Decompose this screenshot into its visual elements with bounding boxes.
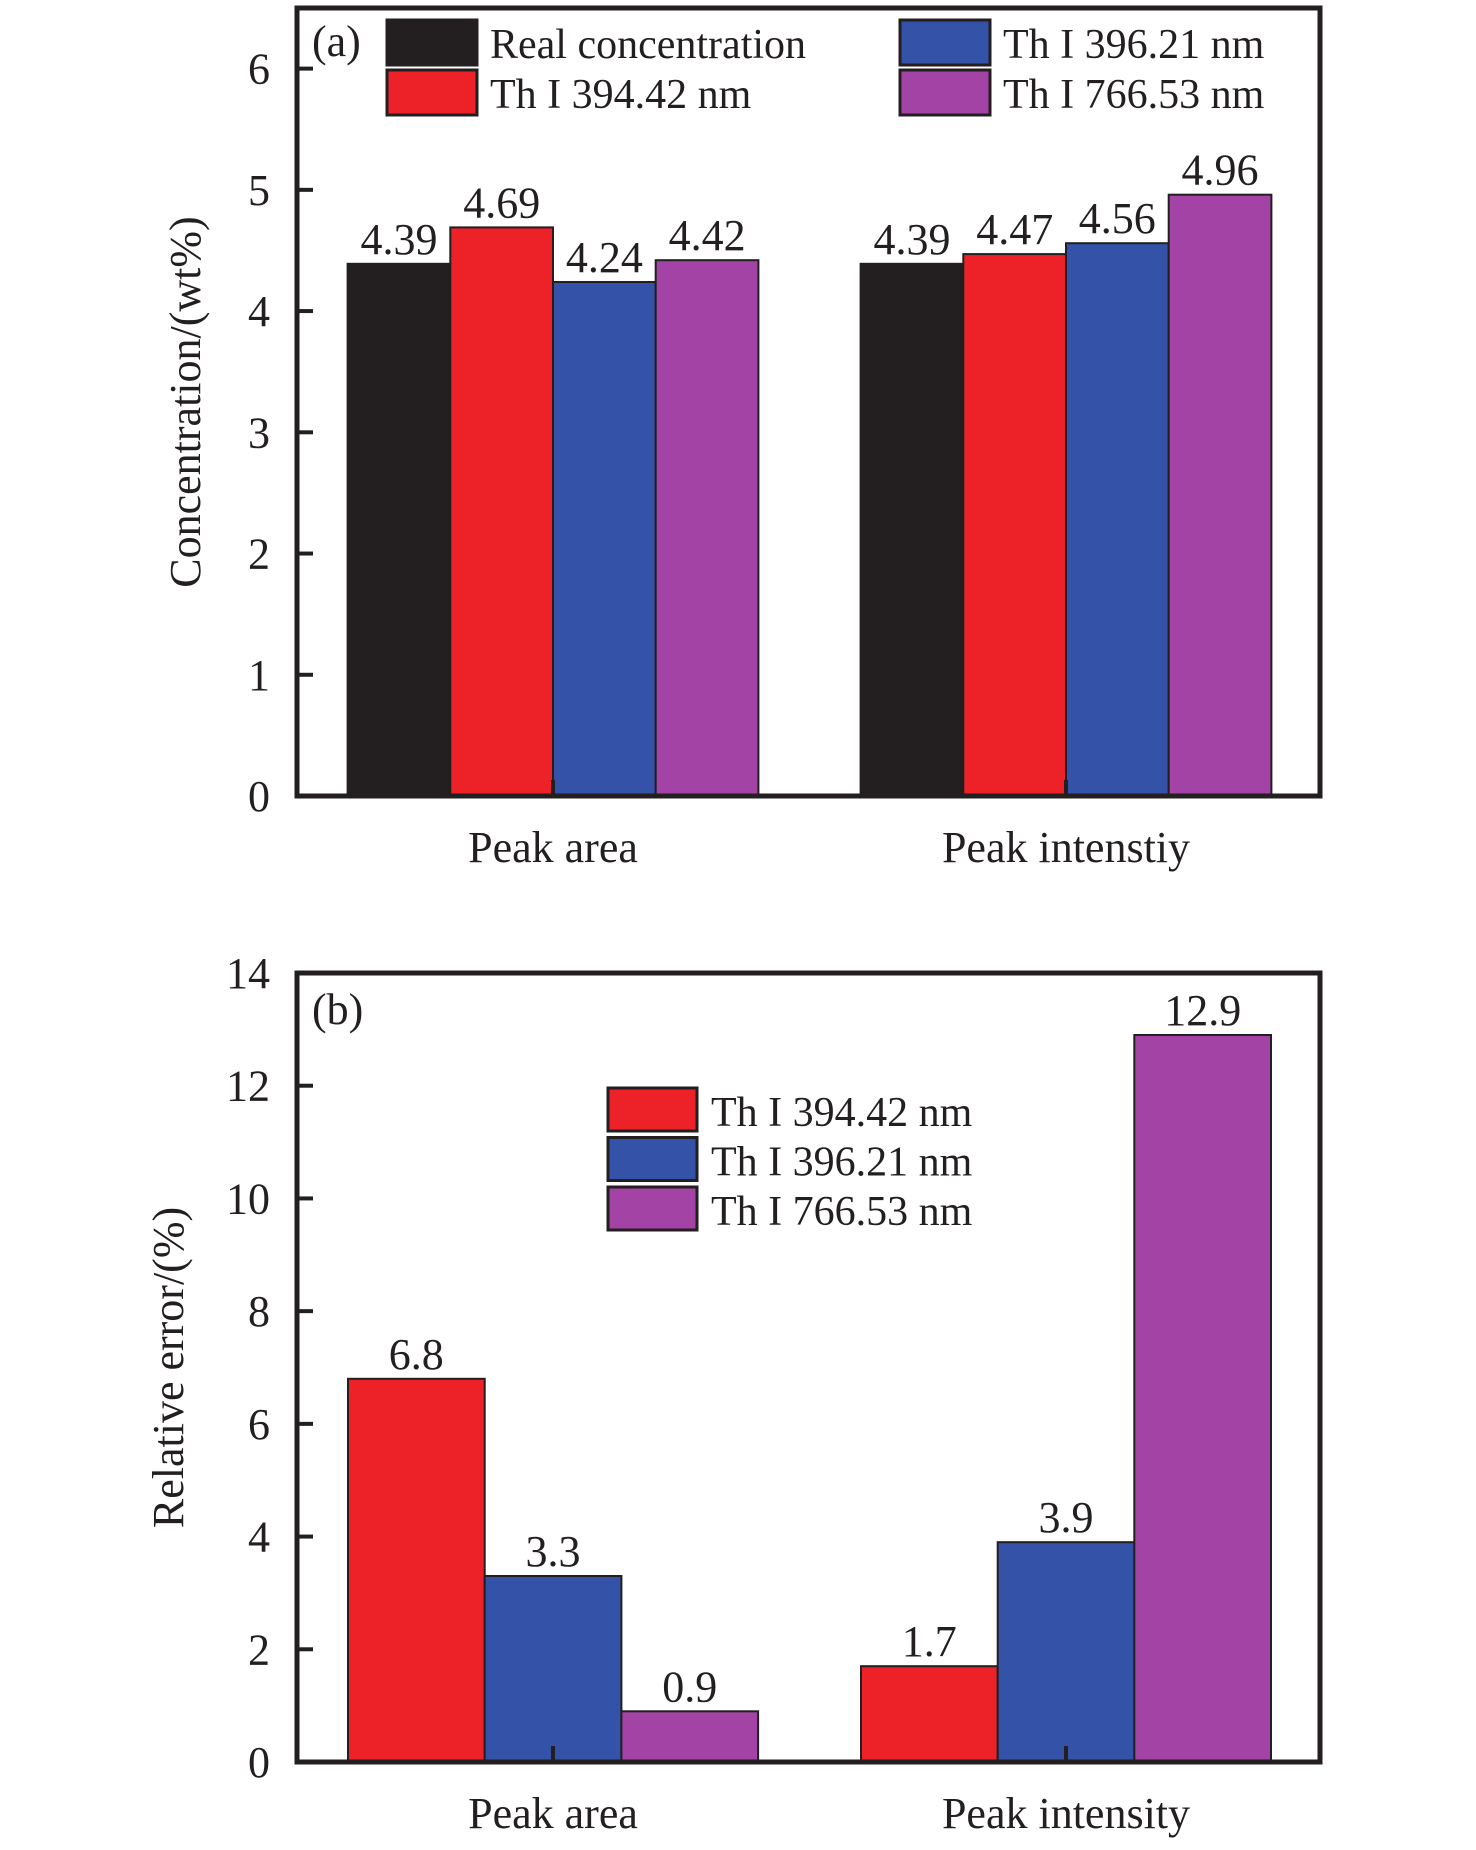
plot-frame: [294, 970, 1323, 1765]
bars: 4.39 4.69 4.24 4.42 4.39 4.47 4.56 4.96: [346, 146, 1273, 798]
data-label: 6.8: [389, 1330, 444, 1379]
data-label: 3.3: [526, 1527, 581, 1576]
y-tick-label: 5: [248, 166, 270, 215]
legend-label: Th I 394.42 nm: [490, 72, 752, 118]
x-category-label: Peak area: [468, 823, 638, 872]
legend-item: Th I 766.53 nm: [606, 1185, 973, 1235]
bar-peak-intensity-th-i-396-21-nm: [996, 1541, 1136, 1763]
bar-peak-intenstiy-th-i-394-42-nm: [962, 253, 1067, 798]
legend-label: Th I 766.53 nm: [711, 1189, 973, 1235]
legend-item: Th I 396.21 nm: [898, 18, 1265, 68]
legend-swatch: [606, 1136, 699, 1182]
x-axis: Peak area Peak intensity: [468, 1746, 1190, 1838]
y-tick-label: 1: [248, 651, 270, 700]
y-tick-label: 10: [226, 1174, 270, 1223]
bar-peak-intensity-th-i-394-42-nm: [860, 1665, 999, 1763]
legend-label: Th I 396.21 nm: [711, 1140, 973, 1186]
legend-label: Th I 396.21 nm: [1003, 22, 1265, 68]
data-label: 4.69: [463, 178, 540, 227]
bar-peak-area-th-i-394-42-nm: [449, 226, 554, 797]
legend-swatch: [385, 18, 479, 67]
data-label: 12.9: [1164, 986, 1241, 1035]
data-label: 4.96: [1182, 146, 1259, 195]
legend-item: Th I 394.42 nm: [606, 1086, 973, 1136]
panel-tag: (a): [312, 17, 361, 66]
bar-peak-area-th-i-766-53-nm: [620, 1710, 760, 1764]
legend-label: Real concentration: [490, 22, 806, 68]
bar-peak-area-th-i-396-21-nm: [483, 1575, 623, 1763]
y-tick-label: 2: [248, 530, 270, 579]
legend-swatch: [898, 68, 992, 117]
y-tick-label: 0: [248, 1738, 270, 1787]
data-label: 3.9: [1039, 1493, 1094, 1542]
y-tick-label: 3: [248, 408, 270, 457]
bar-peak-intenstiy-th-i-766-53-nm: [1167, 193, 1273, 797]
bar-peak-intensity-th-i-766-53-nm: [1133, 1034, 1273, 1763]
legend-item: Th I 766.53 nm: [898, 68, 1265, 118]
y-axis-title: Relative error/(%): [144, 1207, 193, 1528]
y-tick-label: 6: [248, 1400, 270, 1449]
y-tick-label: 0: [248, 772, 270, 821]
y-tick-label: 14: [226, 949, 270, 998]
bar-peak-area-th-i-394-42-nm: [347, 1377, 486, 1764]
x-category-label: Peak area: [468, 1789, 638, 1838]
legend-swatch: [898, 18, 992, 67]
panel-tag: (b): [312, 985, 363, 1034]
data-label: 1.7: [902, 1617, 957, 1666]
data-label: 4.42: [669, 211, 746, 260]
legend-label: Th I 394.42 nm: [711, 1090, 973, 1136]
bar-peak-area-th-i-396-21-nm: [552, 281, 657, 797]
bar-peak-intenstiy-real-concentration: [859, 262, 965, 797]
y-tick-label: 2: [248, 1625, 270, 1674]
legend-label: Th I 766.53 nm: [1003, 72, 1265, 118]
panel-a-concentration-chart: 4.39 4.69 4.24 4.42 4.39 4.47 4.56 4.96 0 1 2 3 4 5 6 P…: [161, 5, 1323, 872]
data-label: 4.47: [976, 205, 1053, 254]
data-label: 4.56: [1079, 194, 1156, 243]
bar-peak-area-real-concentration: [346, 262, 452, 797]
bars: 6.8 3.3 0.9 1.7 3.9 12.9: [347, 986, 1273, 1764]
y-axis-title: Concentration/(wt%): [161, 216, 210, 587]
bar-peak-intenstiy-th-i-396-21-nm: [1065, 242, 1170, 797]
x-category-label: Peak intenstiy: [942, 823, 1190, 872]
legend-item: Th I 394.42 nm: [385, 68, 752, 118]
legend-swatch: [606, 1086, 699, 1133]
plot-frame: [294, 5, 1323, 799]
data-label: 0.9: [662, 1662, 717, 1711]
y-axis: 0 2 4 6 8 10 12 14: [226, 949, 313, 1787]
legend-item: Real concentration: [385, 18, 806, 68]
data-label: 4.39: [361, 215, 438, 264]
y-tick-label: 4: [248, 1513, 270, 1562]
legend-item: Th I 396.21 nm: [606, 1136, 973, 1186]
y-tick-label: 8: [248, 1287, 270, 1336]
y-tick-label: 6: [248, 45, 270, 94]
y-axis: 0 1 2 3 4 5 6: [248, 45, 313, 821]
y-tick-label: 4: [248, 287, 270, 336]
x-axis: Peak area Peak intenstiy: [468, 780, 1190, 872]
bar-peak-area-th-i-766-53-nm: [654, 259, 760, 797]
legend-swatch: [385, 68, 479, 117]
x-category-label: Peak intensity: [942, 1789, 1190, 1838]
data-label: 4.39: [874, 215, 951, 264]
legend-swatch: [606, 1185, 699, 1232]
y-tick-label: 12: [226, 1062, 270, 1111]
data-label: 4.24: [566, 233, 643, 282]
